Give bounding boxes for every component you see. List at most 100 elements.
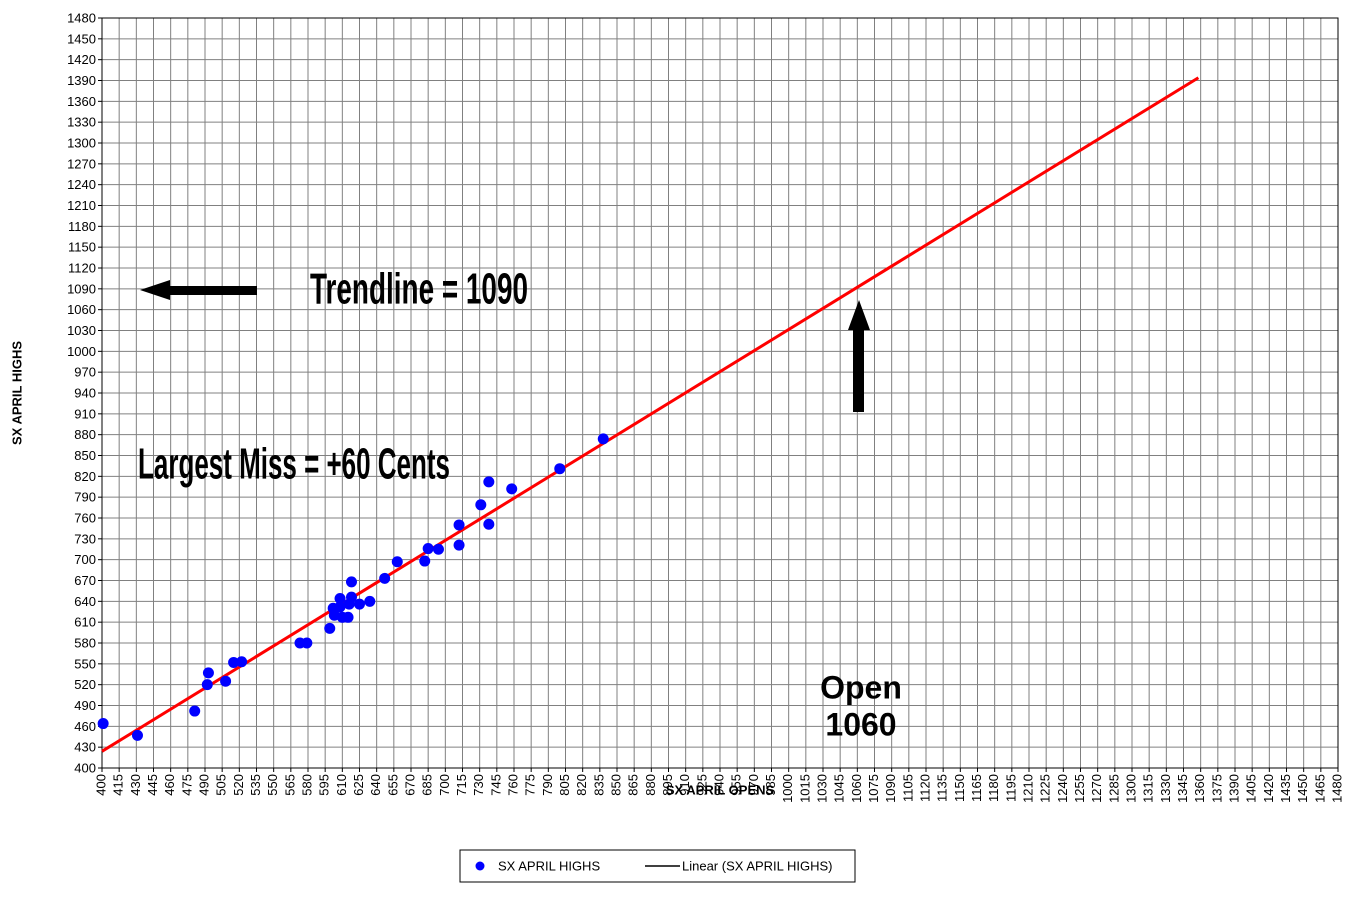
x-tick-label: 1420 bbox=[1261, 774, 1276, 803]
y-tick-label: 700 bbox=[74, 552, 96, 567]
x-tick-label: 610 bbox=[334, 774, 349, 796]
x-tick-label: 1030 bbox=[814, 774, 829, 803]
x-tick-label: 805 bbox=[557, 774, 572, 796]
y-tick-label: 790 bbox=[74, 490, 96, 505]
grid bbox=[98, 17, 1339, 772]
point bbox=[354, 598, 365, 610]
y-tick-label: 430 bbox=[74, 740, 96, 755]
x-tick-label: 1135 bbox=[935, 774, 950, 802]
x-tick-label: 790 bbox=[540, 774, 555, 796]
y-tick-label: 460 bbox=[74, 719, 96, 734]
point bbox=[432, 543, 444, 555]
y-tick-label: 1390 bbox=[67, 73, 96, 88]
y-tick-label: 970 bbox=[74, 365, 96, 380]
arrow-left bbox=[140, 280, 257, 300]
annotation: Trendline = 1090 bbox=[310, 265, 528, 314]
x-tick-label: 760 bbox=[505, 774, 520, 796]
x-tick-label: 730 bbox=[471, 774, 486, 796]
annotation: 1060 bbox=[825, 706, 896, 742]
x-tick-label: 1060 bbox=[849, 774, 864, 803]
x-tick-label: 580 bbox=[299, 774, 314, 796]
y-tick-label: 910 bbox=[74, 406, 96, 421]
y-axis-title: SX APRIL HIGHS bbox=[9, 341, 24, 445]
point bbox=[554, 463, 566, 475]
x-tick-label: 745 bbox=[488, 774, 503, 796]
x-tick-label: 835 bbox=[591, 774, 606, 796]
point bbox=[483, 518, 495, 530]
x-tick-label: 550 bbox=[265, 774, 280, 796]
y-tick-label: 1000 bbox=[67, 344, 96, 359]
x-tick-label: 985 bbox=[763, 774, 778, 796]
x-tick-label: 1120 bbox=[917, 774, 932, 802]
point bbox=[324, 622, 336, 634]
y-tick-label: 670 bbox=[74, 573, 96, 588]
y-tick-label: 820 bbox=[74, 469, 96, 484]
x-tick-label: 925 bbox=[694, 774, 709, 796]
y-tick-label: 1210 bbox=[67, 198, 96, 213]
point bbox=[345, 591, 357, 603]
x-tick-label: 955 bbox=[729, 774, 744, 796]
x-tick-label: 1285 bbox=[1106, 774, 1121, 803]
y-tick-label: 1240 bbox=[67, 177, 96, 192]
x-tick-label: 1015 bbox=[797, 774, 812, 803]
y-tick-label: 850 bbox=[74, 448, 96, 463]
marks bbox=[97, 76, 1200, 753]
y-tick-label: 1030 bbox=[67, 323, 96, 338]
x-tick-label: 670 bbox=[402, 774, 417, 796]
y-tick-label: 1120 bbox=[68, 260, 96, 275]
y-tick-label: 1180 bbox=[68, 219, 96, 234]
y-tick-label: 730 bbox=[74, 531, 96, 546]
y-tick-label: 1270 bbox=[67, 156, 96, 171]
legend-label: Linear (SX APRIL HIGHS) bbox=[682, 858, 833, 873]
point bbox=[334, 601, 346, 613]
y-tick-label: 1300 bbox=[67, 135, 96, 150]
point bbox=[506, 483, 518, 495]
x-tick-label: 1180 bbox=[986, 774, 1001, 802]
y-tick-label: 610 bbox=[74, 615, 96, 630]
x-tick-label: 430 bbox=[128, 774, 143, 796]
x-tick-label: 910 bbox=[677, 774, 692, 796]
legend-label: SX APRIL HIGHS bbox=[498, 858, 600, 873]
x-tick-label: 400 bbox=[93, 774, 108, 796]
arrow-up bbox=[848, 300, 870, 412]
x-tick-label: 640 bbox=[368, 774, 383, 796]
y-tick-label: 1420 bbox=[67, 52, 96, 67]
x-tick-label: 445 bbox=[145, 774, 160, 796]
x-tick-label: 895 bbox=[660, 774, 675, 796]
x-tick-label: 1375 bbox=[1209, 774, 1224, 803]
y-tick-label: 520 bbox=[74, 677, 96, 692]
x-tick-label: 490 bbox=[196, 774, 211, 796]
point bbox=[453, 519, 465, 531]
y-tick-label: 1360 bbox=[67, 94, 96, 109]
y-tick-label: 580 bbox=[74, 635, 96, 650]
x-tick-label: 880 bbox=[643, 774, 658, 796]
point bbox=[379, 572, 391, 584]
x-tick-label: 970 bbox=[746, 774, 761, 796]
x-tick-label: 1255 bbox=[1072, 774, 1087, 803]
y-tick-label: 490 bbox=[74, 698, 96, 713]
x-tick-label: 565 bbox=[282, 774, 297, 796]
x-tick-label: 655 bbox=[385, 774, 400, 796]
point bbox=[453, 539, 465, 551]
x-tick-label: 1090 bbox=[883, 774, 898, 803]
x-tick-label: 850 bbox=[608, 774, 623, 796]
annotation: Open bbox=[820, 669, 902, 705]
point bbox=[236, 656, 248, 668]
x-tick-label: 1045 bbox=[832, 774, 847, 803]
point bbox=[131, 729, 143, 741]
x-tick-label: 1450 bbox=[1295, 774, 1310, 803]
point bbox=[422, 543, 434, 555]
point bbox=[597, 433, 609, 445]
y-tick-label: 880 bbox=[74, 427, 96, 442]
x-tick-label: 1390 bbox=[1226, 774, 1241, 803]
x-tick-label: 625 bbox=[351, 774, 366, 796]
point bbox=[220, 675, 232, 687]
point bbox=[345, 576, 357, 588]
x-tick-label: 1210 bbox=[1020, 774, 1035, 803]
x-tick-label: 685 bbox=[420, 774, 435, 796]
y-tick-label: 550 bbox=[74, 656, 96, 671]
y-tick-label: 940 bbox=[74, 385, 96, 400]
x-axis-title: SX APRIL OPENS bbox=[666, 782, 775, 797]
x-tick-label: 1150 bbox=[952, 774, 967, 802]
